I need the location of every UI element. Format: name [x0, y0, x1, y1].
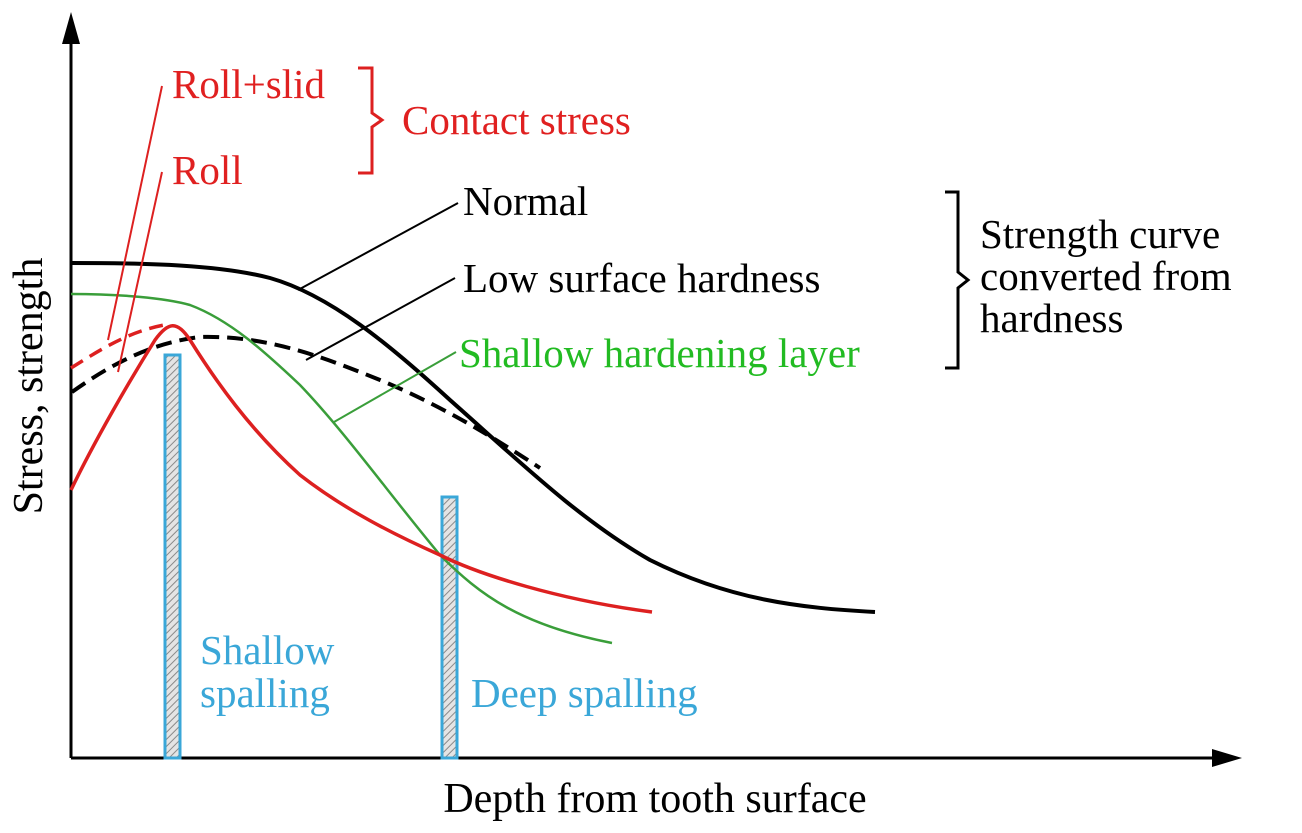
roll-label: Roll: [172, 147, 243, 193]
contact-stress-bracket: [358, 66, 385, 175]
x-axis-arrow: [1212, 749, 1242, 767]
shallow-hardening-leader: [333, 351, 457, 423]
shallow-hardening-layer-label: Shallow hardening layer: [459, 330, 860, 376]
strength-curve-bracket: [945, 190, 971, 370]
leader-lines: [107, 85, 459, 423]
shallow-hardening-layer-curve: [70, 292, 613, 645]
x-axis-label: Depth from tooth surface: [443, 776, 866, 822]
low-surface-hardness-label: Low surface hardness: [463, 255, 820, 301]
normal-leader: [297, 202, 459, 291]
shallow-spalling-bar: [163, 353, 182, 760]
normal-label: Normal: [463, 178, 588, 224]
axes: [62, 12, 1242, 767]
strength-curve-label-line2: converted from: [980, 253, 1232, 299]
deep-spalling-bar: [440, 495, 459, 760]
low-surface-hardness-leader: [305, 277, 456, 361]
roll-curve: [69, 324, 653, 614]
y-axis-label: Stress, strength: [6, 258, 52, 515]
y-axis-arrow: [62, 12, 80, 44]
roll-slid-label: Roll+slid: [172, 61, 325, 107]
roll-slid-curve: [70, 322, 171, 370]
strength-curve-label-line1: Strength curve: [980, 211, 1220, 257]
low-surface-hardness-curve: [70, 334, 542, 470]
normal-strength-curve: [70, 261, 876, 614]
roll-slid-leader: [107, 85, 163, 341]
shallow-spalling-label-line1: Shallow: [200, 627, 335, 673]
strength-curve-label-line3: hardness: [980, 295, 1123, 341]
roll-leader: [117, 171, 163, 373]
deep-spalling-label: Deep spalling: [471, 670, 698, 716]
shallow-spalling-label-line2: spalling: [200, 670, 330, 716]
contact-stress-label: Contact stress: [402, 97, 631, 143]
